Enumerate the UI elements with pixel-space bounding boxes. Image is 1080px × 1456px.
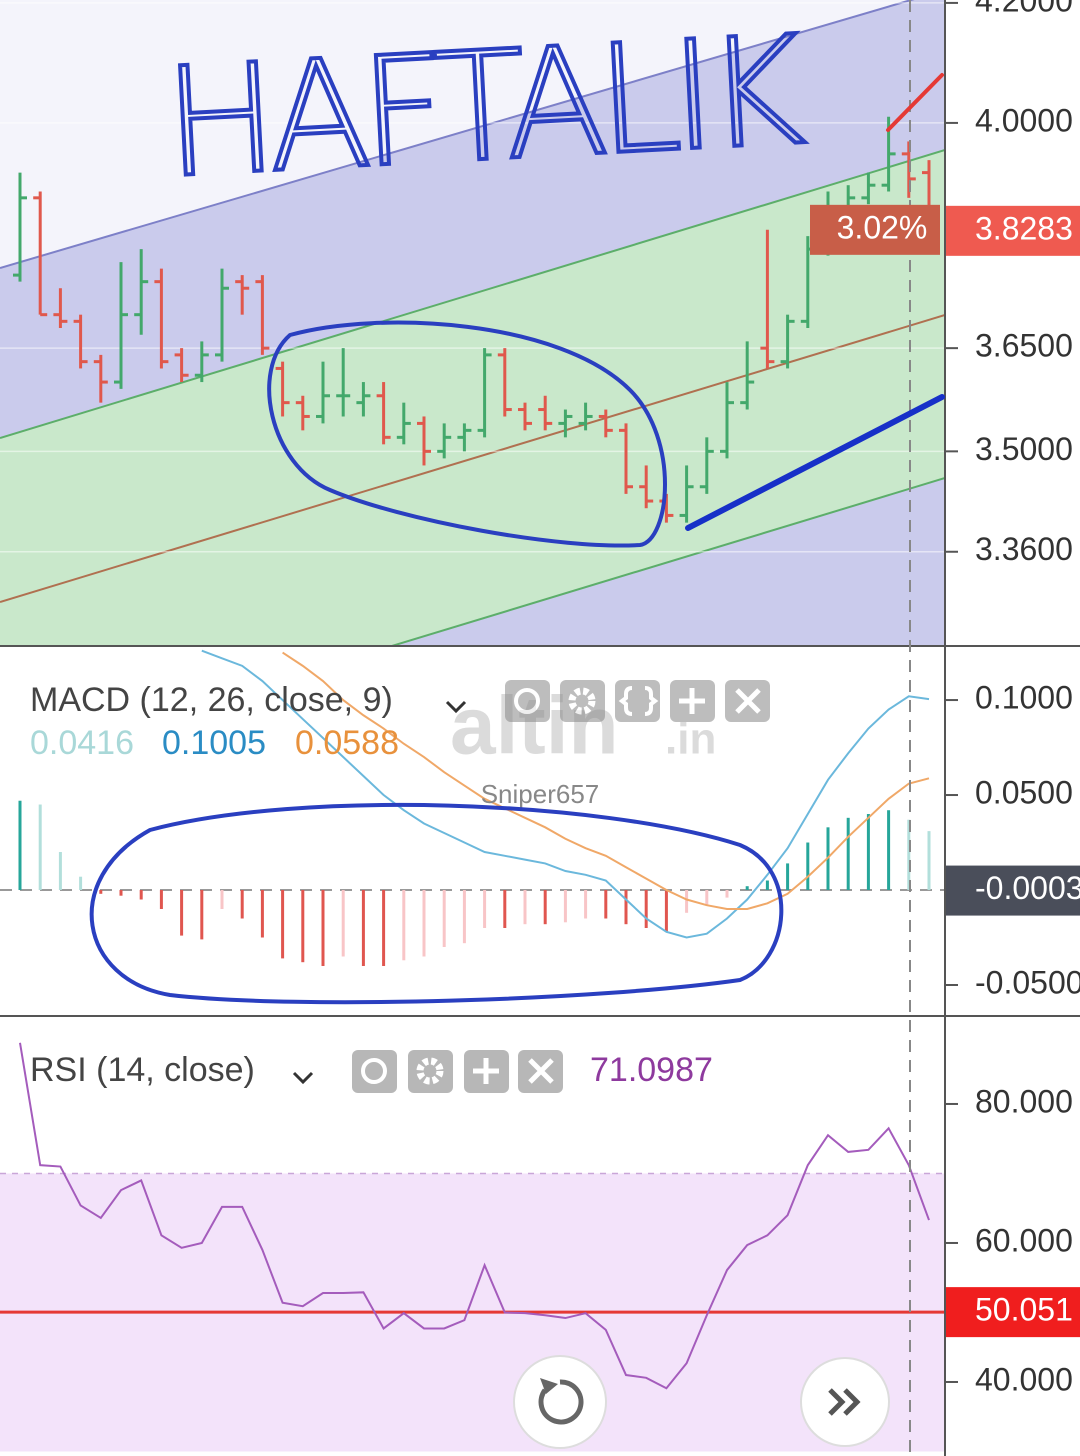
last-price-box [946,205,1080,256]
histogram-bar [462,890,466,944]
histogram-bar [644,890,648,928]
histogram-bar [483,890,487,928]
y-tick-label: 3.3600 [975,531,1073,567]
histogram-bar [18,800,22,891]
histogram-bar [624,890,628,925]
visibility-button[interactable] [352,1050,397,1093]
indicator-line [201,649,930,939]
y-tick-label: 3.5000 [975,431,1073,467]
author: Sniper657 [481,779,600,809]
histogram-bar [361,890,365,966]
histogram-bar [664,890,668,932]
histogram-bar [786,863,790,891]
macd-title: MACD (12, 26, close, 9) [30,681,393,719]
legend-value: 0.1005 [162,724,266,762]
remove-button[interactable] [725,680,770,722]
histogram-bar [907,819,911,891]
histogram-bar [563,890,567,923]
histogram-bar [806,842,810,891]
histogram-bar [584,890,588,919]
histogram-bar [725,890,729,898]
axis: 4.2000 4.0000 3.6500 3.5000 3.3600 3.8283 0.10… [945,0,1080,1397]
add-button[interactable] [670,680,715,722]
histogram-bar [38,804,42,891]
scroll-button[interactable] [800,1357,890,1447]
level-label: 50.051 [975,1292,1073,1328]
rsi-title: RSI (14, close) [30,1051,255,1089]
y-tick-label: 0.1000 [975,680,1073,716]
histogram-bar [685,890,689,913]
settings-button[interactable] [560,680,605,722]
histogram-bar [341,890,345,957]
macd-buttons [505,680,770,722]
rsi-buttons [352,1050,563,1093]
histogram-bar [422,890,426,957]
histogram-bar [139,890,143,900]
remove-button[interactable] [518,1050,563,1093]
histogram-bar [200,890,204,940]
y-tick-label: 0.0500 [975,774,1073,810]
y-tick-label: 80.000 [975,1083,1073,1119]
y-tick-label: 60.000 [975,1222,1073,1258]
histogram-bar [523,890,527,925]
chevron[interactable] [445,700,467,714]
histogram-bar [866,814,870,891]
histogram-bar [442,890,446,947]
histogram-bar [79,876,83,891]
rsi-line [19,1042,930,1390]
histogram-bar [765,880,769,891]
y-tick-label: -0.0500 [975,964,1080,1000]
legend-value: 0.0416 [30,724,134,762]
macd-marks [0,649,945,966]
rsi-value: 71.0987 [590,1051,713,1089]
histogram-bar [220,890,224,910]
histogram-bar [281,890,285,959]
histogram-bar [927,831,931,891]
source-button[interactable] [615,680,660,722]
y-tick-label: 4.0000 [975,102,1073,138]
add-button[interactable] [464,1050,509,1093]
hand-drawing [89,73,945,1005]
annotation: HAFTALIK [160,4,808,211]
histogram-bar [745,886,749,891]
histogram-bar [846,817,850,891]
watermark-suffix: .in [665,715,716,764]
price-marks [0,2,945,553]
current-value: -0.0003 [975,870,1080,906]
chevron[interactable] [292,1071,314,1085]
histogram-bar [402,890,406,961]
histogram-bar [240,890,244,919]
histogram-bar [99,890,103,894]
current-value-box [946,865,1080,916]
histogram-bar [503,890,507,928]
level-label-box [946,1287,1080,1338]
y-tick-label: 40.000 [975,1361,1073,1397]
histogram-bar [180,890,184,936]
histogram-bar [260,890,264,938]
histogram-bar [321,890,325,966]
histogram-bar [58,852,62,891]
settings-button[interactable] [408,1050,453,1093]
y-tick-label: 4.2000 [975,0,1073,18]
histogram-bar [159,890,163,910]
reset-button[interactable] [513,1355,607,1449]
histogram-bar [382,890,386,966]
change-label: 3.02% [837,209,928,245]
histogram-bar [301,890,305,963]
change-box [810,204,940,255]
histogram-bar [887,810,891,891]
histogram-bar [705,890,709,906]
visibility-button[interactable] [505,680,550,722]
rsi-marks [0,1042,945,1452]
last-price: 3.8283 [975,210,1073,246]
histogram-bar [119,890,123,896]
histogram-bar [604,890,608,919]
y-tick-label: 3.6500 [975,328,1073,364]
histogram-bar [543,890,547,925]
indicator-line [282,651,930,911]
legend-value: 0.0588 [295,724,399,762]
